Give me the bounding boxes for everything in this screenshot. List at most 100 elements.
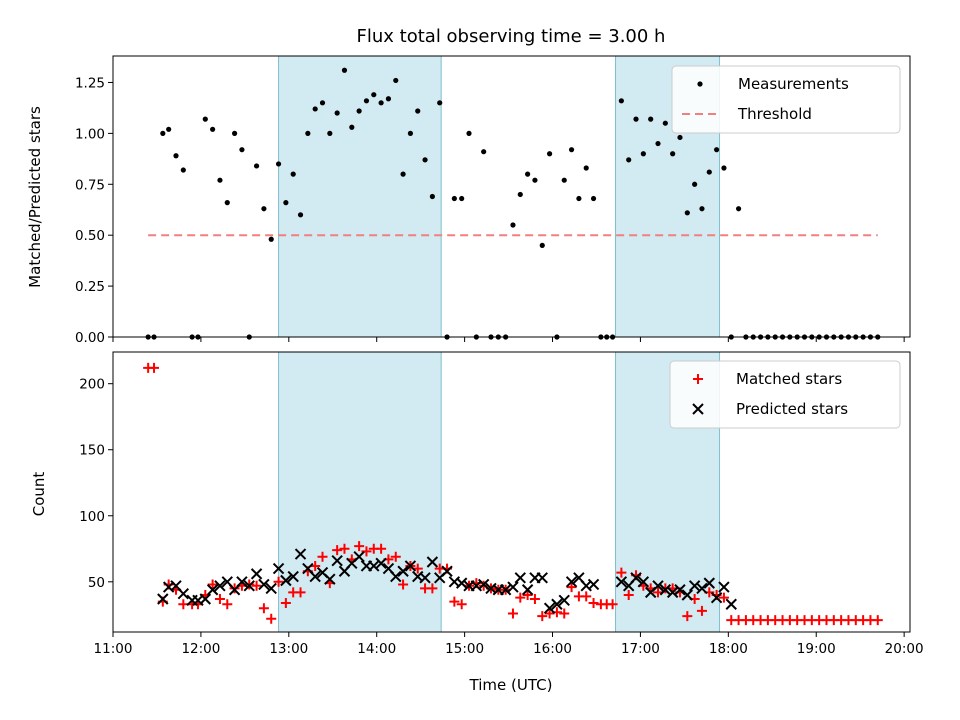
bottom-legend-matched-swatch — [693, 374, 703, 384]
bottom-matched-point — [588, 597, 599, 608]
top-measurement-point — [706, 169, 712, 175]
bottom-matched-point — [332, 545, 343, 556]
bottom-matched-point — [178, 599, 189, 610]
top-measurement-point — [437, 100, 443, 106]
bottom-predicted-point — [514, 572, 526, 584]
bottom-predicted-point — [258, 578, 270, 591]
top-measurement-point — [466, 130, 472, 136]
bottom-matched-point — [317, 551, 328, 562]
bottom-predicted-point — [551, 598, 563, 610]
top-measurement-point — [618, 98, 624, 104]
top-measurement-point — [721, 165, 727, 171]
bottom-legend-label: Matched stars — [736, 370, 842, 388]
bottom-predicted-point — [536, 572, 548, 584]
top-measurement-point — [539, 242, 545, 248]
bottom-predicted-point — [652, 580, 664, 592]
top-measurement-point — [253, 163, 260, 169]
bottom-x-tick-label: 18:00 — [709, 641, 748, 657]
top-measurement-point — [407, 130, 414, 136]
top-measurement-point — [546, 151, 553, 157]
top-measurement-point — [180, 167, 186, 173]
top-measurement-point — [312, 106, 318, 112]
bottom-predicted-point — [441, 565, 453, 577]
top-measurement-point — [525, 171, 531, 177]
bottom-predicted-point — [688, 580, 701, 592]
bottom-predicted-point — [199, 593, 212, 605]
bottom-matched-point — [522, 590, 533, 601]
bottom-predicted-point — [674, 584, 686, 596]
bottom-matched-point — [207, 579, 218, 590]
bottom-y-tick-label: 200 — [79, 377, 105, 393]
top-measurement-point — [714, 147, 720, 153]
top-measurement-point — [481, 149, 487, 155]
bottom-predicted-point — [390, 570, 402, 583]
bottom-matched-point — [339, 543, 350, 554]
bottom-predicted-point — [587, 578, 600, 591]
top-measurement-point — [224, 200, 230, 206]
x-axis-title: Time (UTC) — [469, 676, 553, 694]
top-measurement-point — [217, 177, 223, 183]
bottom-matched-point — [872, 615, 883, 626]
bottom-predicted-point — [177, 587, 190, 600]
top-measurement-point — [283, 200, 289, 206]
bottom-predicted-point — [521, 584, 534, 596]
bottom-predicted-point — [157, 593, 169, 605]
top-measurement-point — [319, 100, 326, 106]
top-measurement-point — [297, 212, 304, 218]
bottom-predicted-point — [368, 560, 380, 572]
bottom-matched-point — [354, 541, 365, 552]
top-y-tick-label: 0.00 — [75, 330, 105, 346]
bottom-matched-point — [427, 583, 438, 594]
bottom-x-tick-label: 16:00 — [533, 641, 572, 657]
bottom-panel: 50 100 150 200 11:00 12:00 13:00 14:00 15:00 16:0… — [79, 351, 924, 657]
bottom-matched-point — [251, 580, 262, 591]
bottom-matched-point — [222, 599, 233, 610]
bottom-predicted-point — [630, 572, 642, 584]
bottom-x-tick-label: 15:00 — [445, 641, 484, 657]
top-measurement-point — [510, 222, 516, 228]
bottom-matched-point — [566, 582, 577, 593]
top-measurement-point — [692, 181, 698, 187]
bottom-predicted-point — [236, 576, 248, 588]
bottom-predicted-point — [214, 580, 226, 592]
bottom-legend-predicted-swatch — [692, 403, 704, 415]
top-measurement-point — [670, 151, 676, 157]
bottom-predicted-point — [666, 586, 679, 599]
top-measurement-point — [341, 67, 348, 73]
top-measurement-point — [349, 124, 355, 130]
bottom-matched-point — [507, 608, 518, 619]
bottom-predicted-point — [615, 576, 628, 588]
top-measurement-point — [633, 116, 639, 122]
bottom-predicted-point — [243, 580, 255, 592]
top-measurement-point — [275, 161, 282, 167]
bottom-x-tick-label: 17:00 — [621, 641, 660, 657]
top-measurement-point — [415, 108, 421, 114]
top-legend-measurements-swatch — [697, 81, 703, 87]
bottom-matched-point — [266, 613, 277, 624]
top-measurement-point — [327, 130, 333, 136]
bottom-matched-point — [449, 596, 460, 607]
top-measurement-point — [166, 126, 172, 132]
bottom-predicted-point — [565, 576, 578, 588]
top-measurement-point — [268, 236, 274, 242]
bottom-matched-point — [544, 608, 555, 619]
bottom-y-tick-label: 150 — [79, 443, 105, 459]
bottom-predicted-point — [419, 572, 431, 584]
bottom-predicted-point — [426, 556, 439, 568]
top-measurement-point — [290, 171, 296, 177]
bottom-predicted-point — [287, 570, 299, 583]
top-measurement-point — [561, 177, 567, 183]
top-measurement-point — [583, 165, 589, 171]
top-measurement-point — [684, 210, 690, 216]
top-measurement-point — [532, 177, 538, 183]
top-measurement-point — [451, 195, 457, 202]
bottom-predicted-point — [507, 581, 519, 593]
bottom-predicted-point — [710, 591, 723, 604]
bottom-matched-point — [273, 576, 284, 587]
bottom-predicted-point — [703, 577, 715, 589]
bottom-matched-point — [456, 599, 467, 610]
top-measurement-point — [356, 108, 362, 114]
top-measurement-point — [662, 120, 668, 126]
top-measurement-point — [400, 171, 406, 177]
bottom-x-tick-label: 19:00 — [797, 641, 836, 657]
